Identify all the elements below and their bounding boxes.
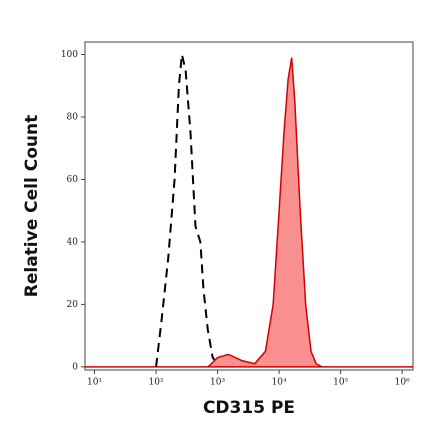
y-tick-label: 100: [61, 50, 78, 60]
y-axis-label: Relative Cell Count: [22, 115, 42, 297]
plot-frame: [84, 41, 414, 371]
x-axis-label: CD315 PE: [203, 398, 295, 418]
x-tick-label: 10⁴: [272, 378, 287, 388]
y-tick-label: 80: [67, 112, 79, 122]
control-histogram: [155, 54, 221, 368]
y-tick-label: 60: [67, 175, 79, 185]
y-tick-label: 0: [72, 362, 78, 372]
x-tick-label: 10²: [149, 378, 164, 388]
y-tick-label: 20: [67, 300, 79, 310]
x-tick-label: 10³: [210, 378, 225, 388]
x-tick-label: 10⁶: [395, 378, 410, 388]
y-tick-label: 40: [67, 237, 79, 247]
x-tick-label: 10¹: [87, 378, 102, 388]
stained-histogram: [85, 57, 413, 368]
x-tick-label: 10⁵: [333, 378, 348, 388]
